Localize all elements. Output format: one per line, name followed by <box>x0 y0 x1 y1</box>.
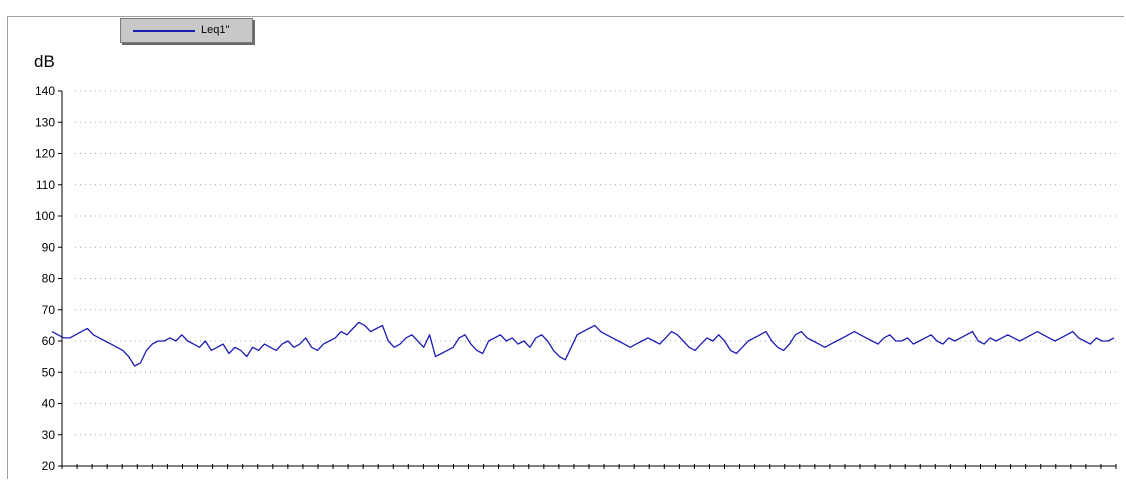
legend: Leq1" <box>120 18 253 43</box>
y-tick-label: 70 <box>42 303 56 317</box>
y-tick-label: 30 <box>42 428 56 442</box>
y-tick-label: 130 <box>35 115 55 129</box>
y-tick-label: 140 <box>35 84 55 98</box>
y-tick-label: 60 <box>42 334 56 348</box>
legend-label: Leq1" <box>201 24 230 36</box>
y-tick-label: 20 <box>42 459 56 473</box>
y-tick-label: 50 <box>42 365 56 379</box>
legend-swatch <box>133 30 195 32</box>
y-tick-label: 120 <box>35 147 55 161</box>
y-axis-unit-label: dB <box>34 52 55 71</box>
y-tick-label: 40 <box>42 397 56 411</box>
y-tick-label: 110 <box>36 178 55 192</box>
y-tick-label: 80 <box>42 272 56 286</box>
series-line <box>51 321 1115 367</box>
y-tick-label: 90 <box>42 240 56 254</box>
chart-frame <box>7 16 1124 479</box>
y-tick-label: 100 <box>35 209 55 223</box>
